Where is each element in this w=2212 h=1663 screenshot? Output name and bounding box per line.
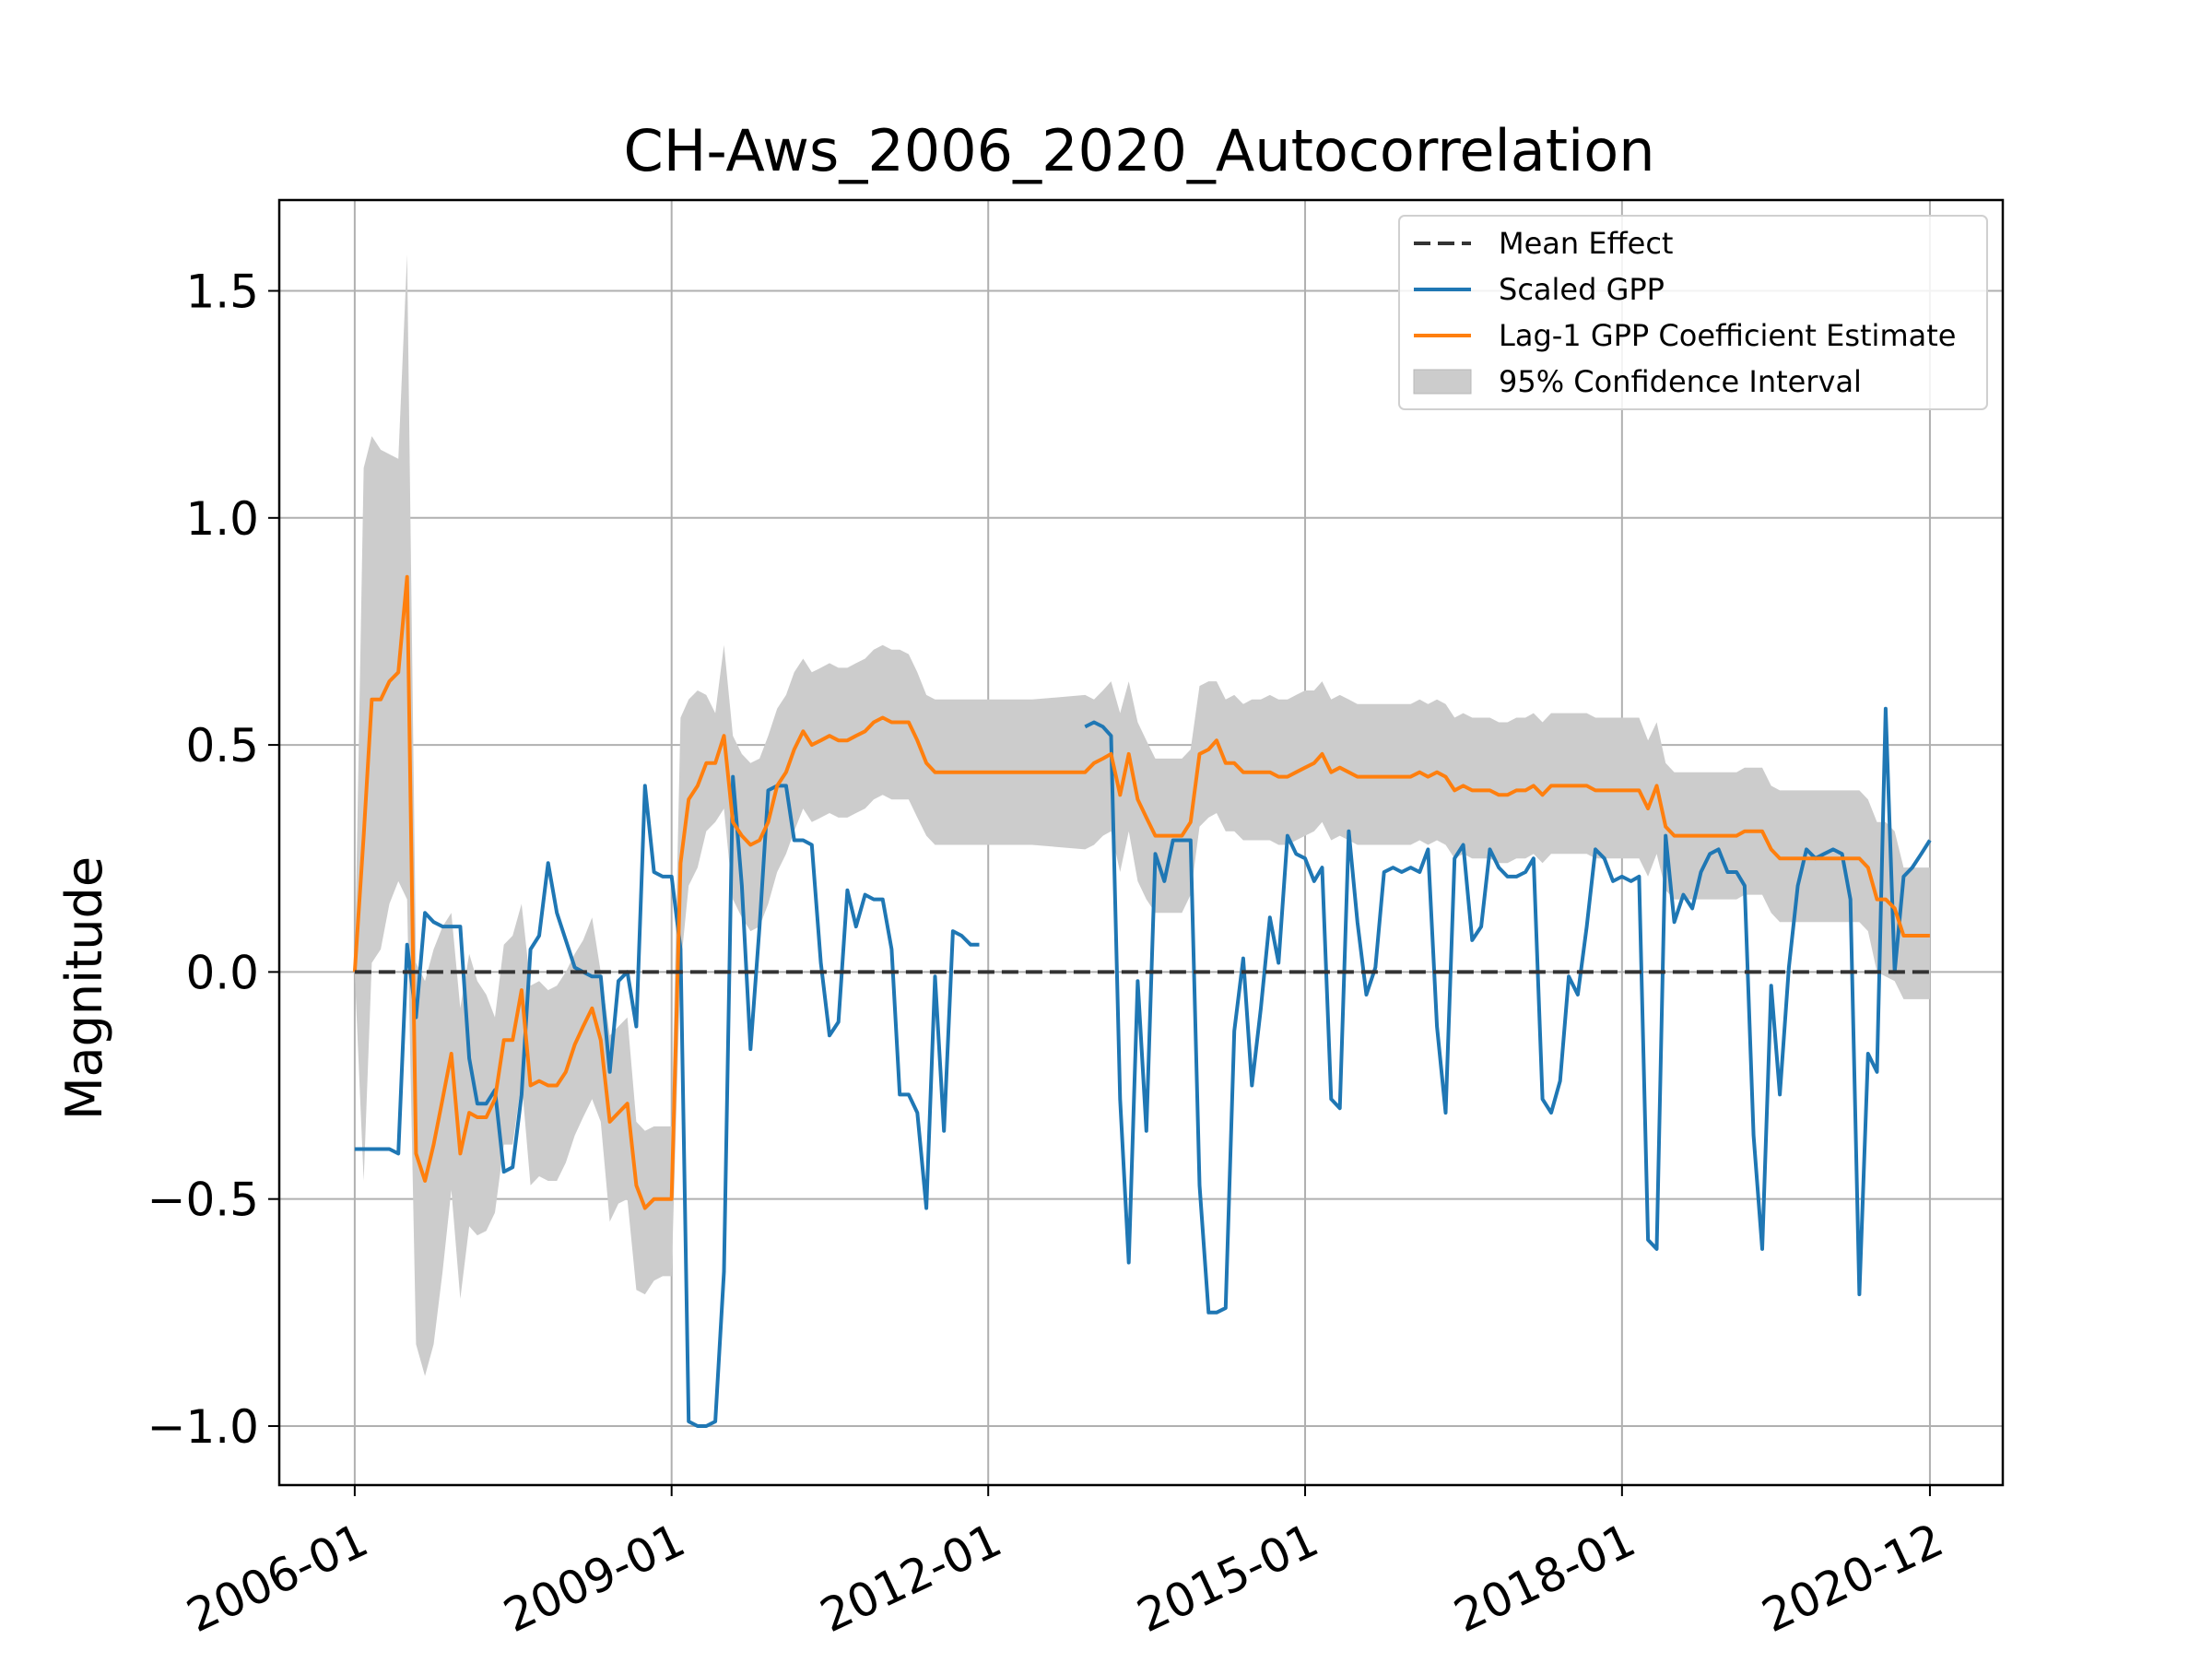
series-line-layer — [352, 574, 1932, 1428]
y-tick-label: −0.5 — [147, 1174, 259, 1227]
scaled-gpp-line — [1084, 706, 1932, 1315]
legend: Mean Effect Scaled GPP Lag-1 GPP Coefficie… — [1398, 215, 1988, 410]
plot-frame — [277, 198, 2005, 1487]
confidence-band-layer — [354, 254, 1930, 1376]
scaled-gpp-line — [354, 774, 980, 1428]
legend-label: Scaled GPP — [1499, 272, 1665, 307]
y-tick-label: 1.5 — [185, 265, 259, 319]
y-tick-label: 0.5 — [185, 719, 259, 773]
confidence-band — [354, 254, 1930, 1376]
legend-box — [1398, 215, 1988, 410]
y-tick-label: −1.0 — [147, 1400, 259, 1454]
legend-label: Lag-1 GPP Coefficient Estimate — [1499, 318, 1956, 353]
legend-label: Mean Effect — [1499, 226, 1673, 261]
lag1-coefficient-line — [352, 574, 1930, 1210]
legend-swatch — [1413, 369, 1472, 395]
y-tick-label: 1.0 — [185, 492, 259, 546]
legend-label: 95% Confidence Interval — [1499, 364, 1862, 399]
chart-title: CH-Aws_2006_2020_Autocorrelation — [623, 117, 1654, 184]
y-axis-label: Magnitude — [55, 856, 113, 1120]
y-tick-label: 0.0 — [185, 946, 259, 999]
